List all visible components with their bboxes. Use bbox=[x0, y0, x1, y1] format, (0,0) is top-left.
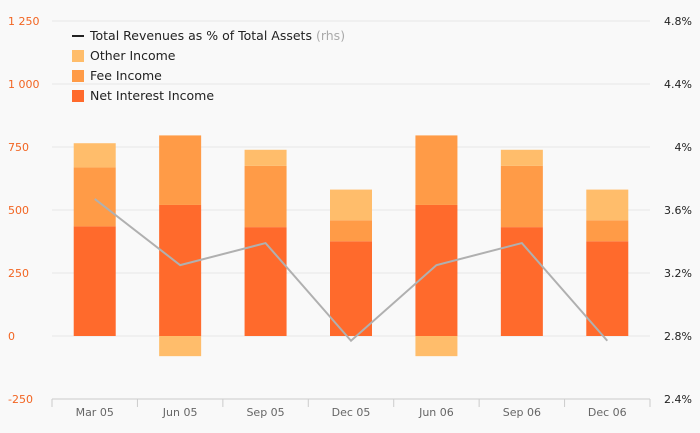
bar-net-interest-income-2 bbox=[244, 227, 287, 336]
right-tick-label: 2.4% bbox=[664, 393, 692, 406]
x-tick-label: Jun 06 bbox=[418, 406, 454, 419]
legend-swatch-other-income bbox=[72, 50, 84, 62]
legend-label-fee-income: Fee Income bbox=[90, 68, 162, 83]
bar-net-interest-income-3 bbox=[330, 241, 372, 336]
legend-label-line: Total Revenues as % of Total Assets bbox=[89, 28, 312, 43]
bar-other-income-0 bbox=[73, 143, 116, 168]
bar-fee-income-0 bbox=[73, 167, 116, 227]
legend-label-net-interest-income: Net Interest Income bbox=[90, 88, 214, 103]
bar-other-income-2 bbox=[244, 149, 287, 166]
bar-net-interest-income-6 bbox=[586, 241, 629, 336]
bar-fee-income-1 bbox=[159, 135, 202, 205]
line-series bbox=[94, 198, 609, 343]
x-tick-label: Dec 06 bbox=[588, 406, 627, 419]
left-tick-label: 250 bbox=[8, 267, 29, 280]
left-tick-label: 0 bbox=[8, 330, 15, 343]
x-tick-label: Sep 05 bbox=[246, 406, 284, 419]
bar-net-interest-income-5 bbox=[500, 227, 543, 336]
bar-other-income-5 bbox=[500, 149, 543, 166]
legend-label-other-income: Other Income bbox=[90, 48, 176, 63]
bar-other-income-3 bbox=[330, 189, 372, 221]
bar-net-interest-income-0 bbox=[73, 226, 116, 336]
right-tick-label: 2.8% bbox=[664, 330, 692, 343]
bars bbox=[73, 135, 629, 357]
bar-fee-income-2 bbox=[244, 165, 287, 228]
bar-fee-income-4 bbox=[415, 135, 458, 205]
bar-net-interest-income-1 bbox=[159, 204, 202, 336]
right-axis: 2.4% 2.8% 3.2% 3.6% 4% 4.4% 4.8% bbox=[664, 15, 692, 406]
right-tick-label: 3.2% bbox=[664, 267, 692, 280]
right-tick-label: 3.6% bbox=[664, 204, 692, 217]
right-tick-label: 4% bbox=[675, 141, 692, 154]
bar-fee-income-3 bbox=[330, 220, 372, 242]
x-tick-label: Mar 05 bbox=[76, 406, 114, 419]
legend-swatch-net-interest-income bbox=[72, 90, 84, 102]
x-axis: Mar 05 Jun 05 Sep 05 Dec 05 Jun 06 Sep 06 Dec … bbox=[51, 398, 651, 419]
bar-fee-income-5 bbox=[500, 165, 543, 228]
left-tick-label: 1 000 bbox=[8, 78, 40, 91]
left-tick-label: -250 bbox=[8, 393, 33, 406]
x-tick-label: Jun 05 bbox=[162, 406, 198, 419]
legend-swatch-fee-income bbox=[72, 70, 84, 82]
x-tick-label: Sep 06 bbox=[503, 406, 541, 419]
legend-label-line-note: (rhs) bbox=[316, 28, 345, 43]
left-tick-label: 1 250 bbox=[8, 15, 40, 28]
bar-other-income-1 bbox=[159, 336, 202, 357]
right-tick-label: 4.8% bbox=[664, 15, 692, 28]
bar-net-interest-income-4 bbox=[415, 204, 458, 336]
left-tick-label: 500 bbox=[8, 204, 29, 217]
left-tick-label: 750 bbox=[8, 141, 29, 154]
x-tick-label: Dec 05 bbox=[332, 406, 371, 419]
left-axis: -250 0 250 500 750 1 000 1 250 bbox=[8, 15, 40, 406]
bar-fee-income-6 bbox=[586, 220, 629, 242]
legend: Total Revenues as % of Total Assets (rhs… bbox=[72, 28, 345, 103]
line-total-revenues bbox=[94, 198, 609, 343]
bar-other-income-4 bbox=[415, 336, 458, 357]
bar-other-income-6 bbox=[586, 189, 629, 221]
right-tick-label: 4.4% bbox=[664, 78, 692, 91]
